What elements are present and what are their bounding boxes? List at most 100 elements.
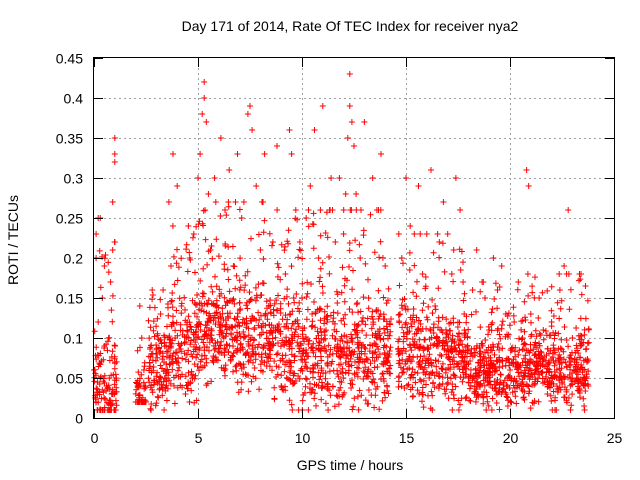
data-point xyxy=(318,329,325,336)
data-point xyxy=(211,175,218,181)
data-point xyxy=(363,355,370,362)
data-point xyxy=(287,311,294,317)
data-point xyxy=(137,344,143,351)
data-point xyxy=(199,302,206,309)
data-point xyxy=(242,272,249,279)
data-point xyxy=(134,383,141,389)
data-point xyxy=(106,397,113,404)
data-point xyxy=(494,287,501,293)
data-point xyxy=(530,346,537,353)
data-point xyxy=(436,239,443,245)
data-point xyxy=(307,183,314,189)
data-point xyxy=(577,394,583,401)
data-point xyxy=(381,316,388,322)
data-point xyxy=(195,175,201,181)
data-point xyxy=(216,286,223,293)
data-point xyxy=(418,378,425,385)
data-point xyxy=(222,372,228,379)
data-point xyxy=(419,384,426,391)
data-point xyxy=(521,340,528,347)
data-point xyxy=(136,399,143,405)
data-point xyxy=(109,318,116,325)
data-point xyxy=(544,345,551,352)
data-point xyxy=(548,283,555,290)
data-point xyxy=(417,231,424,237)
data-point xyxy=(359,318,366,325)
data-point xyxy=(307,389,314,396)
data-point xyxy=(436,339,443,345)
data-point xyxy=(373,354,380,361)
data-point xyxy=(261,151,268,157)
data-point xyxy=(319,103,326,109)
data-point xyxy=(373,207,380,213)
data-point xyxy=(283,374,290,381)
data-point xyxy=(321,332,328,339)
data-point xyxy=(172,335,179,341)
data-point xyxy=(471,345,478,352)
data-point xyxy=(140,379,147,386)
data-point xyxy=(288,351,295,358)
data-point xyxy=(196,318,203,325)
data-point xyxy=(518,326,525,333)
data-point xyxy=(183,382,190,389)
data-point xyxy=(322,400,329,407)
data-point xyxy=(247,103,253,109)
data-point xyxy=(342,311,349,318)
y-tick-label: 0.05 xyxy=(56,371,83,387)
data-point xyxy=(175,354,182,361)
data-point xyxy=(305,207,312,213)
data-point xyxy=(503,382,510,388)
data-point xyxy=(419,307,426,314)
data-point xyxy=(141,399,148,405)
data-point xyxy=(520,346,527,353)
data-point xyxy=(174,183,181,189)
data-point xyxy=(221,367,228,374)
data-point xyxy=(359,327,366,334)
data-point xyxy=(573,359,580,366)
data-point xyxy=(496,406,503,413)
data-point xyxy=(315,255,322,261)
data-point xyxy=(336,353,343,360)
data-point xyxy=(174,367,181,374)
data-point xyxy=(580,374,587,381)
data-point xyxy=(186,255,193,261)
data-point xyxy=(260,256,267,262)
data-point xyxy=(529,289,536,296)
data-point xyxy=(309,311,316,317)
data-point xyxy=(353,369,360,376)
data-point xyxy=(165,199,172,205)
data-point xyxy=(429,310,436,317)
data-point xyxy=(506,322,513,329)
data-point xyxy=(204,335,211,342)
data-point xyxy=(369,175,376,181)
data-point xyxy=(485,349,491,356)
data-point xyxy=(326,368,333,375)
data-point xyxy=(573,375,580,381)
data-point xyxy=(380,370,386,377)
data-point xyxy=(303,376,310,383)
data-point xyxy=(551,362,558,369)
data-point xyxy=(215,253,222,260)
data-point xyxy=(294,305,301,312)
data-point xyxy=(238,386,245,393)
data-point xyxy=(444,381,450,388)
data-point xyxy=(203,119,210,125)
data-point xyxy=(483,347,490,353)
data-point xyxy=(378,376,384,383)
data-point xyxy=(221,352,228,358)
data-point xyxy=(259,368,266,375)
data-point xyxy=(372,392,379,399)
data-point xyxy=(213,236,220,243)
data-point xyxy=(337,344,344,351)
data-point xyxy=(504,383,511,390)
data-point xyxy=(269,367,275,374)
data-point xyxy=(315,369,322,376)
data-point xyxy=(527,311,534,317)
data-point xyxy=(186,249,193,256)
data-point xyxy=(170,313,176,320)
data-point xyxy=(364,373,371,380)
data-point xyxy=(161,375,168,381)
data-point xyxy=(279,352,286,359)
data-point xyxy=(178,303,185,309)
data-point xyxy=(342,275,348,282)
